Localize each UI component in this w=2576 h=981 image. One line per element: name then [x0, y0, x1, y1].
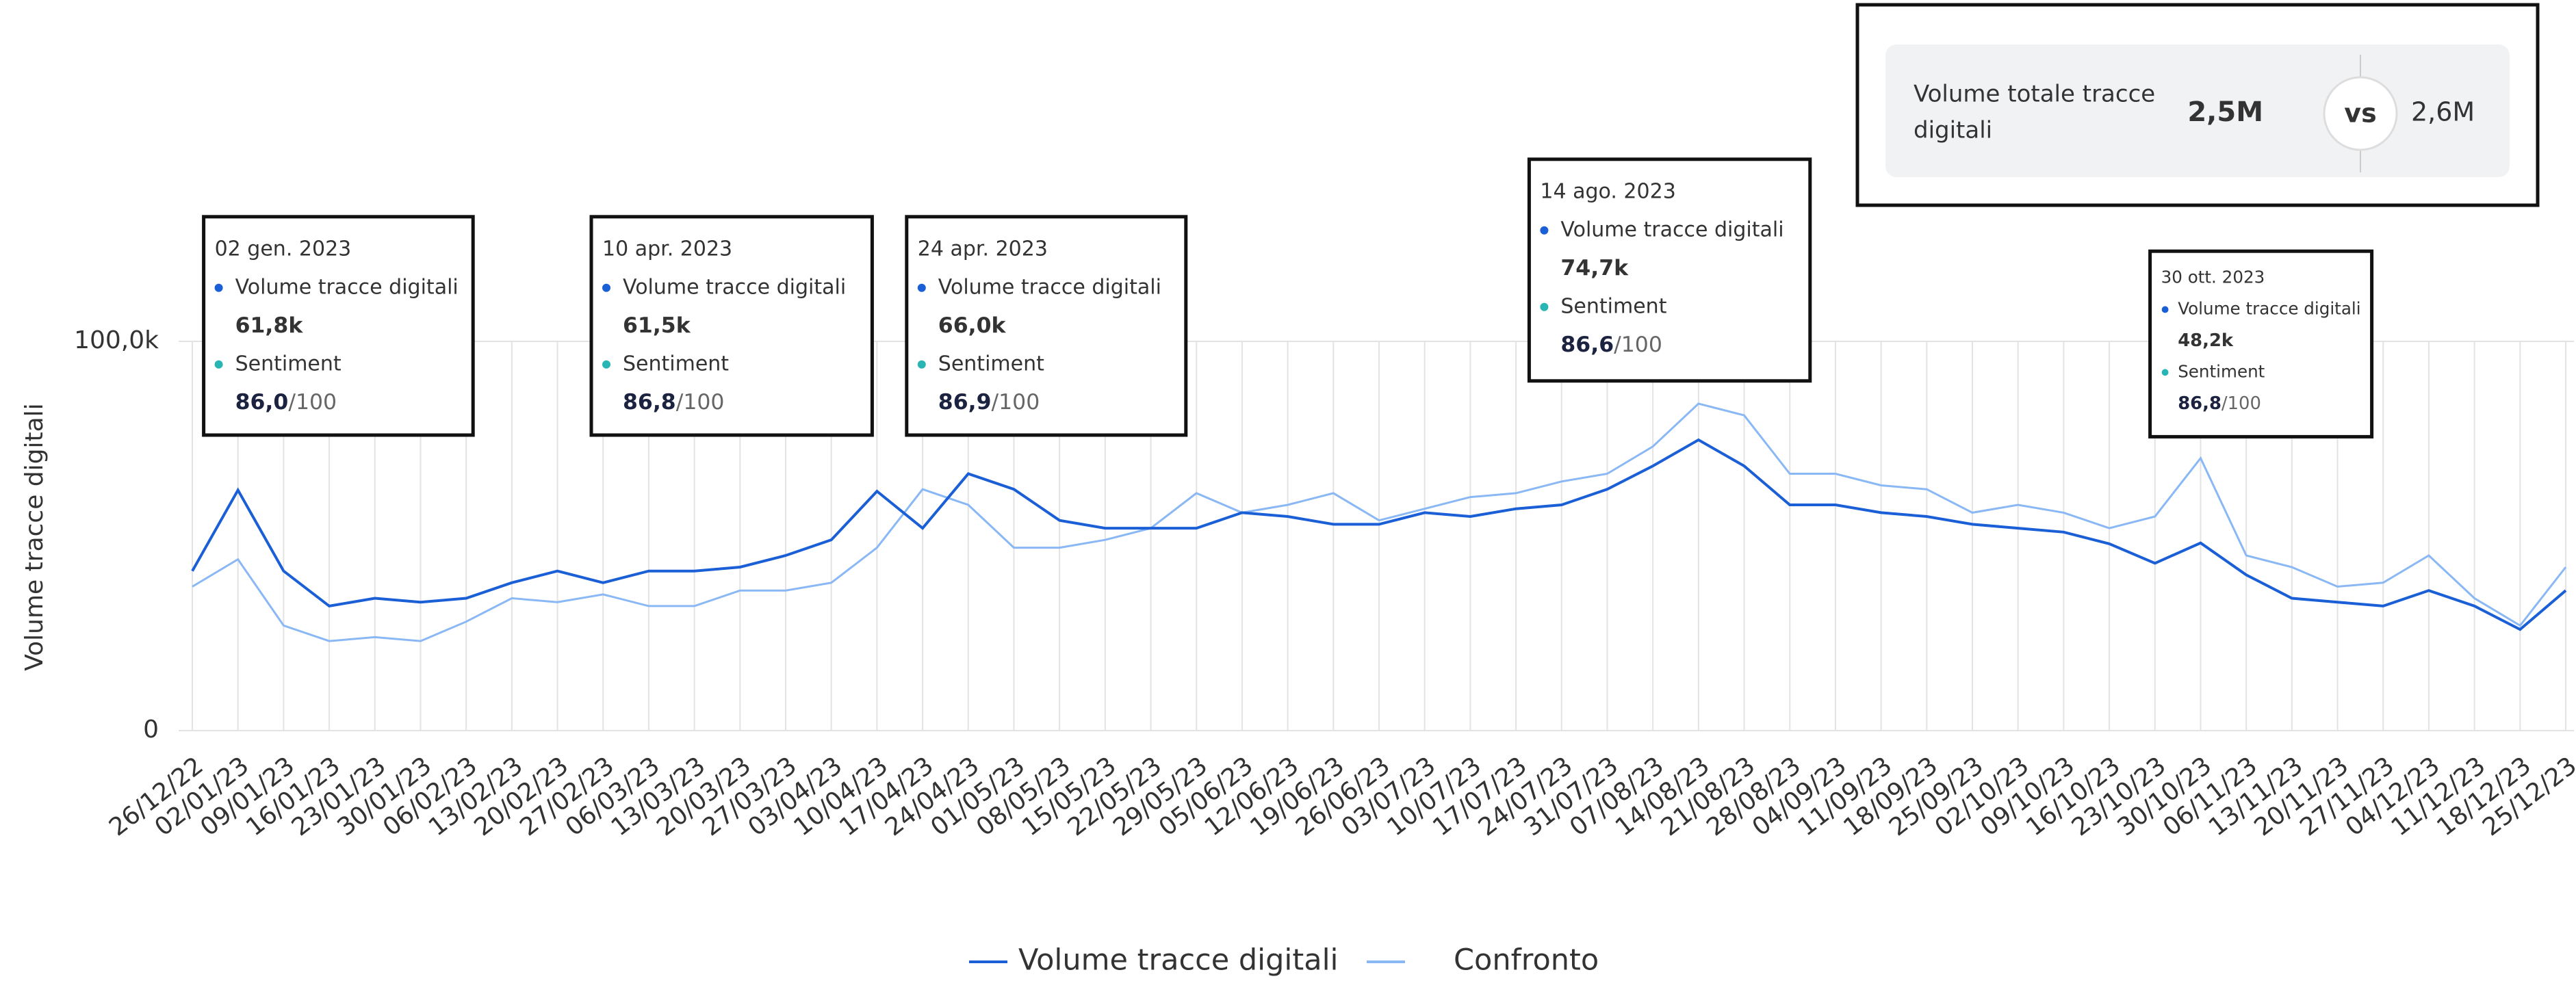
legend-label: Volume tracce digitali — [1018, 943, 1338, 978]
sentiment-value: 86,6 — [1560, 332, 1614, 357]
tooltip-sentiment: 86,6/100 — [1560, 332, 1662, 357]
summary-label: Volume totale tracce — [1914, 81, 2155, 108]
sentiment-scale: /100 — [288, 390, 337, 415]
tooltip-series: Volume tracce digitali — [2178, 298, 2360, 318]
tooltip-box — [905, 215, 1188, 437]
tooltip-sentiment-name: Sentiment — [938, 352, 1044, 376]
tooltip-sentiment-name: Sentiment — [2178, 361, 2265, 381]
sentiment-value: 86,9 — [938, 390, 992, 415]
sentiment-scale: /100 — [676, 390, 725, 415]
tooltip-value: 74,7k — [1560, 256, 1629, 280]
tooltip-date: 30 ott. 2023 — [2161, 267, 2265, 287]
tooltip-dot — [214, 283, 223, 292]
series-line — [192, 402, 2567, 642]
summary-value: 2,5M — [2187, 96, 2263, 128]
tooltip-dot — [214, 360, 223, 369]
sentiment-scale: /100 — [992, 390, 1040, 415]
tooltip-box — [1527, 157, 1812, 383]
tooltip-sentiment-name: Sentiment — [1560, 294, 1666, 318]
vs-label: vs — [2344, 99, 2376, 129]
tooltip-box — [589, 215, 874, 437]
tooltip-date: 14 ago. 2023 — [1540, 179, 1675, 203]
tooltip-series: Volume tracce digitali — [235, 275, 459, 299]
tooltip-box — [2148, 249, 2374, 439]
tooltip-sentiment: 86,8/100 — [2178, 393, 2261, 414]
tooltip-value: 61,5k — [623, 313, 691, 338]
tooltip-series: Volume tracce digitali — [623, 275, 846, 299]
sentiment-scale: /100 — [1614, 332, 1662, 357]
tooltip-sentiment-name: Sentiment — [623, 352, 729, 376]
tooltip-series: Volume tracce digitali — [938, 275, 1161, 299]
tooltip-value: 61,8k — [235, 313, 304, 338]
summary-label: digitali — [1914, 117, 1992, 144]
tooltip-box — [202, 215, 475, 437]
tooltip-value: 48,2k — [2178, 330, 2234, 351]
tooltip-value: 66,0k — [938, 313, 1007, 338]
tooltip-date: 02 gen. 2023 — [215, 237, 352, 261]
tooltip-sentiment: 86,9/100 — [938, 390, 1040, 415]
tooltip-dot — [917, 283, 926, 292]
sentiment-value: 86,8 — [623, 390, 676, 415]
tooltip-dot — [2161, 369, 2169, 376]
y-tick-label: 100,0k — [74, 326, 159, 354]
y-tick-label: 0 — [143, 716, 159, 744]
tooltip-dot — [917, 360, 926, 369]
sentiment-scale: /100 — [2221, 393, 2261, 414]
series-line — [191, 438, 2567, 631]
tooltip-dot — [1540, 226, 1549, 235]
tooltip-dot — [602, 360, 610, 369]
tooltip-sentiment-name: Sentiment — [235, 352, 342, 376]
sentiment-value: 86,0 — [235, 390, 289, 415]
tooltip-sentiment: 86,8/100 — [623, 390, 724, 415]
tooltip-sentiment: 86,0/100 — [235, 390, 337, 415]
tooltip-dot — [1540, 302, 1549, 311]
summary-compare: 2,6M — [2411, 97, 2475, 127]
vs-circle — [2323, 76, 2398, 151]
tooltip-date: 10 apr. 2023 — [602, 237, 732, 261]
legend-label: Confronto — [1454, 943, 1599, 978]
tooltip-series: Volume tracce digitali — [1560, 218, 1783, 241]
y-axis-label: Volume tracce digitali — [21, 403, 49, 670]
tooltip-date: 24 apr. 2023 — [918, 237, 1048, 261]
tooltip-dot — [2161, 306, 2169, 313]
sentiment-value: 86,8 — [2178, 393, 2221, 414]
tooltip-dot — [602, 283, 610, 292]
